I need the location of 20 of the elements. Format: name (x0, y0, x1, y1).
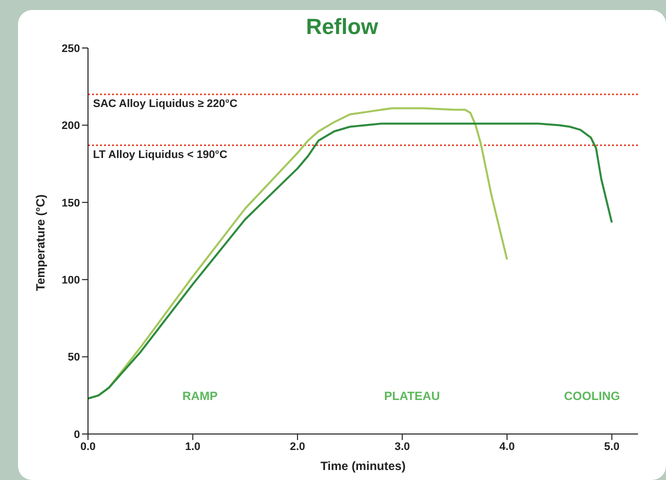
x-tick-label: 1.0 (185, 440, 200, 453)
y-tick-label: 250 (62, 42, 80, 55)
ref-line-label: LT Alloy Liquidus < 190°C (93, 149, 228, 162)
x-axis-title: Time (minutes) (320, 459, 406, 473)
x-tick-label: 5.0 (604, 440, 620, 453)
ref-line-label: SAC Alloy Liquidus ≥ 220°C (93, 98, 238, 110)
annotation: RAMP (182, 389, 218, 403)
y-tick-label: 0 (74, 428, 80, 441)
annotation: COOLING (564, 389, 620, 403)
x-tick-label: 3.0 (394, 440, 410, 453)
y-tick-label: 100 (62, 274, 80, 287)
y-tick-label: 150 (62, 197, 80, 210)
x-tick-label: 0.0 (80, 440, 96, 453)
chart-title: Reflow (304, 14, 380, 40)
x-tick-label: 4.0 (499, 440, 515, 453)
x-tick-label: 2.0 (290, 440, 306, 453)
annotation: PLATEAU (384, 389, 440, 403)
y-axis-title: Temperature (°C) (33, 194, 48, 291)
y-tick-label: 200 (62, 120, 80, 132)
y-tick-label: 50 (68, 352, 80, 364)
